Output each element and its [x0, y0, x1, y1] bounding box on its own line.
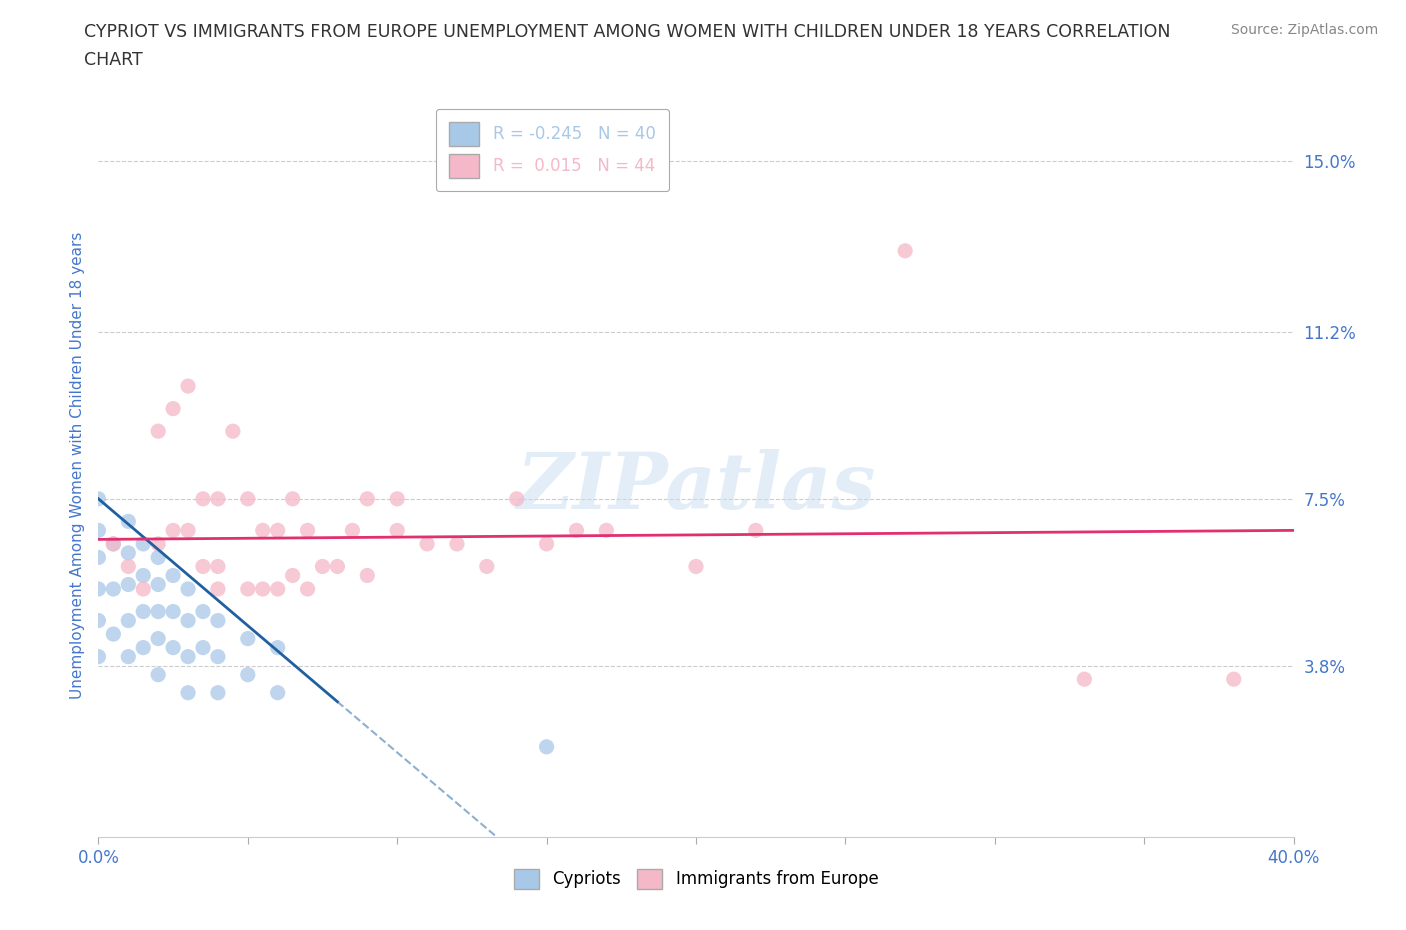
- Text: CHART: CHART: [84, 51, 143, 69]
- Point: [148, 424, 170, 439]
- Point: [207, 581, 229, 596]
- Point: [177, 379, 200, 393]
- Point: [297, 523, 319, 538]
- Point: [103, 581, 125, 596]
- Point: [236, 667, 259, 682]
- Legend: Cypriots, Immigrants from Europe: Cypriots, Immigrants from Europe: [508, 862, 884, 896]
- Point: [148, 537, 170, 551]
- Point: [297, 581, 319, 596]
- Point: [236, 631, 259, 646]
- Point: [103, 537, 125, 551]
- Point: [536, 537, 558, 551]
- Point: [207, 559, 229, 574]
- Point: [132, 604, 155, 619]
- Point: [207, 491, 229, 506]
- Text: CYPRIOT VS IMMIGRANTS FROM EUROPE UNEMPLOYMENT AMONG WOMEN WITH CHILDREN UNDER 1: CYPRIOT VS IMMIGRANTS FROM EUROPE UNEMPL…: [84, 23, 1171, 41]
- Point: [191, 491, 214, 506]
- Text: Source: ZipAtlas.com: Source: ZipAtlas.com: [1230, 23, 1378, 37]
- Point: [191, 640, 214, 655]
- Point: [191, 559, 214, 574]
- Point: [267, 640, 290, 655]
- Point: [236, 581, 259, 596]
- Point: [311, 559, 333, 574]
- Point: [236, 491, 259, 506]
- Point: [87, 523, 110, 538]
- Point: [177, 613, 200, 628]
- Point: [177, 523, 200, 538]
- Point: [416, 537, 439, 551]
- Point: [132, 581, 155, 596]
- Point: [385, 523, 409, 538]
- Point: [87, 581, 110, 596]
- Point: [506, 491, 529, 506]
- Point: [148, 631, 170, 646]
- Point: [87, 550, 110, 565]
- Point: [1073, 671, 1095, 686]
- Point: [87, 613, 110, 628]
- Point: [446, 537, 468, 551]
- Point: [148, 604, 170, 619]
- Point: [281, 491, 304, 506]
- Point: [385, 491, 409, 506]
- Text: ZIPatlas: ZIPatlas: [516, 449, 876, 525]
- Point: [207, 649, 229, 664]
- Point: [162, 568, 184, 583]
- Point: [267, 581, 290, 596]
- Point: [162, 401, 184, 416]
- Point: [148, 550, 170, 565]
- Point: [685, 559, 707, 574]
- Point: [148, 667, 170, 682]
- Point: [356, 568, 378, 583]
- Point: [342, 523, 364, 538]
- Point: [326, 559, 349, 574]
- Point: [87, 491, 110, 506]
- Point: [162, 523, 184, 538]
- Point: [117, 613, 139, 628]
- Point: [148, 577, 170, 591]
- Point: [87, 649, 110, 664]
- Point: [177, 581, 200, 596]
- Point: [267, 685, 290, 700]
- Point: [252, 523, 274, 538]
- Point: [117, 514, 139, 529]
- Point: [177, 685, 200, 700]
- Point: [117, 559, 139, 574]
- Point: [252, 581, 274, 596]
- Point: [117, 546, 139, 561]
- Point: [1223, 671, 1246, 686]
- Point: [177, 649, 200, 664]
- Point: [281, 568, 304, 583]
- Point: [595, 523, 617, 538]
- Point: [117, 577, 139, 591]
- Point: [356, 491, 378, 506]
- Point: [536, 739, 558, 754]
- Point: [103, 627, 125, 642]
- Point: [565, 523, 588, 538]
- Y-axis label: Unemployment Among Women with Children Under 18 years: Unemployment Among Women with Children U…: [69, 232, 84, 698]
- Point: [207, 685, 229, 700]
- Point: [132, 568, 155, 583]
- Point: [267, 523, 290, 538]
- Point: [132, 640, 155, 655]
- Point: [745, 523, 768, 538]
- Point: [162, 604, 184, 619]
- Point: [894, 244, 917, 259]
- Point: [207, 613, 229, 628]
- Point: [117, 649, 139, 664]
- Point: [191, 604, 214, 619]
- Point: [132, 537, 155, 551]
- Point: [162, 640, 184, 655]
- Point: [475, 559, 498, 574]
- Point: [103, 537, 125, 551]
- Point: [222, 424, 245, 439]
